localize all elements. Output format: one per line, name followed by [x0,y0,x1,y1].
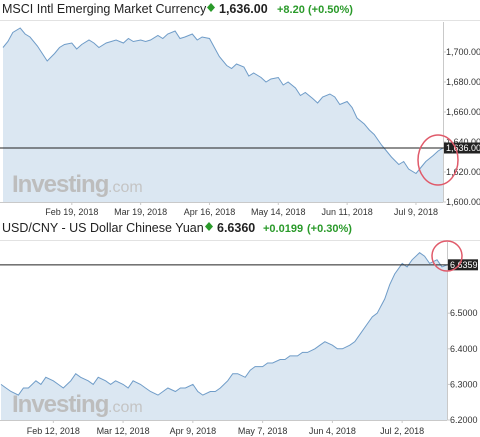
watermark-suffix: .com [108,179,143,196]
diamond-up-icon [207,3,215,12]
highlight-circle [431,240,463,272]
x-axis-ticks: Feb 19, 2018 Mar 19, 2018 Apr 16, 2018 May … [45,202,438,217]
series-line [2,27,444,175]
series-area [1,252,447,420]
y-axis-ticks: 6.2000 6.3000 6.4000 6.5000 [447,308,478,425]
x-tick-label: Mar 19, 2018 [114,207,167,217]
price-value: 6.6360 [217,221,255,235]
price-value: 1,636.00 [219,2,268,16]
watermark-brand: Investing [12,391,109,418]
x-tick-label: Mar 12, 2018 [97,426,150,436]
chart-msci: MSCI Intl Emerging Market Currency 1,636… [0,2,480,217]
y-tick-label: 6.5000 [450,308,478,318]
x-tick-label: Apr 16, 2018 [184,207,236,217]
x-tick-label: Feb 12, 2018 [27,426,80,436]
series-area [3,28,443,202]
x-tick-label: Jul 9, 2018 [394,207,438,217]
watermark-brand: Investing [12,171,109,198]
watermark-suffix: .com [108,399,143,416]
diamond-up-icon [205,222,213,231]
x-tick-label: Jun 11, 2018 [321,207,372,217]
current-price-tag [448,259,478,271]
y-axis-ticks: 1,600.00 1,620.00 1,640.00 1,660.00 1,680.00… [443,47,480,207]
chart-usdcny: USD/CNY - US Dollar Chinese Yuan 6.6360 … [0,221,480,436]
x-tick-label: Jul 2, 2018 [380,426,424,436]
y-tick-label: 6.2000 [450,415,478,425]
y-tick-label: 1,700.00 [446,47,480,57]
price-change: +8.20 [277,4,305,16]
price-change-percent: (+0.30%) [307,223,352,235]
series-line [0,252,448,396]
highlight-circle [417,134,459,186]
y-tick-label: 1,600.00 [446,197,480,207]
x-axis-ticks: Feb 12, 2018 Mar 12, 2018 Apr 9, 2018 May 7… [27,420,424,436]
y-tick-label: 6.4000 [450,344,478,354]
x-tick-label: Apr 9, 2018 [170,426,217,436]
x-tick-label: May 14, 2018 [251,207,306,217]
current-price-tag [444,142,480,154]
current-price-tag-label: 6.6359 [450,260,478,270]
x-tick-label: Feb 19, 2018 [45,207,98,217]
current-price-tag-label: 1,636.00 [446,143,480,153]
x-tick-label: Jun 4, 2018 [309,426,356,436]
price-change: +0.0199 [263,223,303,235]
y-tick-label: 6.3000 [450,379,478,389]
chart-title: USD/CNY - US Dollar Chinese Yuan [2,221,204,235]
x-tick-label: May 7, 2018 [238,426,288,436]
y-tick-label: 1,640.00 [446,137,480,147]
y-tick-label: 1,660.00 [446,107,480,117]
y-tick-label: 1,620.00 [446,167,480,177]
price-change-percent: (+0.50%) [308,4,353,16]
y-tick-label: 1,680.00 [446,77,480,87]
chart-title: MSCI Intl Emerging Market Currency [2,2,207,16]
